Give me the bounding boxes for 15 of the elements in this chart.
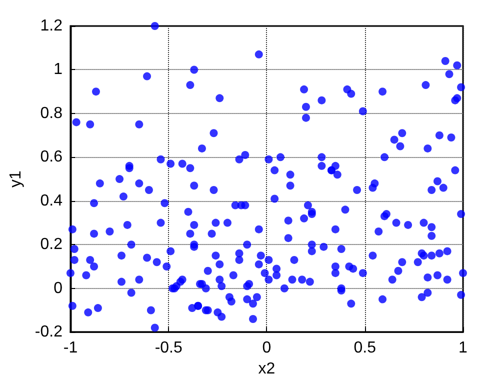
x-tick-label: -0.5 <box>154 340 182 357</box>
x-tick-label: 0.5 <box>354 340 376 357</box>
y-tick-label: 0.8 <box>40 104 63 122</box>
y-tick-label: 0.2 <box>40 236 63 254</box>
x-axis-title: x2 <box>258 360 276 378</box>
x-tick-label: -1 <box>63 340 78 357</box>
y-tick-label: -0.2 <box>34 324 63 341</box>
y-tick-label: 0 <box>54 280 63 297</box>
y-tick-label: 1.2 <box>40 18 63 34</box>
y-tick-label: 0.6 <box>40 148 63 166</box>
y-tick-label: 0.4 <box>40 192 63 210</box>
y-tick-label: 1 <box>54 61 63 78</box>
x-tick-label: 1 <box>458 340 468 357</box>
x-tick-label: 0 <box>262 340 272 357</box>
y-axis-title: y1 <box>8 170 24 188</box>
